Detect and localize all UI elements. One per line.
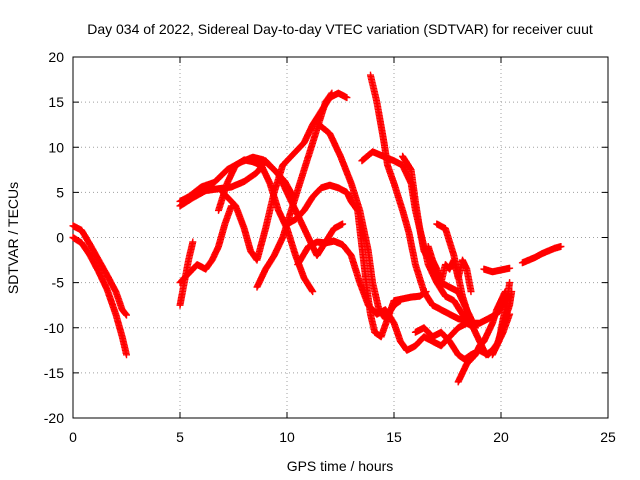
series-arc2 <box>69 234 130 359</box>
series-arc5 <box>176 238 197 309</box>
series-arc22 <box>518 243 565 267</box>
y-tick-label: 0 <box>56 230 64 246</box>
x-tick-label: 0 <box>69 429 77 445</box>
chart-title: Day 034 of 2022, Sidereal Day-to-day VTE… <box>87 21 593 37</box>
grid-lines <box>73 57 608 418</box>
y-axis-ticks: 20 15 10 5 0 -5 -10 -15 -20 <box>44 49 608 426</box>
x-tick-label: 5 <box>176 429 184 445</box>
y-tick-label: -10 <box>44 320 64 336</box>
series-arc19 <box>454 288 509 386</box>
data-point-marker <box>123 351 130 359</box>
y-tick-label: 15 <box>48 94 64 110</box>
y-axis-label: SDTVAR / TECUs <box>5 182 21 294</box>
series-arc6 <box>176 202 235 287</box>
series-arc20 <box>480 264 514 276</box>
y-tick-label: 10 <box>48 139 64 155</box>
data-point-marker <box>506 264 514 272</box>
x-tick-label: 15 <box>386 429 402 445</box>
x-axis-ticks: 0 5 10 15 20 25 <box>69 57 616 445</box>
x-axis-label: GPS time / hours <box>287 458 394 474</box>
data-point-marker <box>189 238 197 246</box>
series-arc10 <box>283 181 430 341</box>
data-point-marker <box>508 288 516 296</box>
y-tick-label: -20 <box>44 410 64 426</box>
data-point-marker <box>557 243 565 250</box>
series-arc9 <box>253 89 336 291</box>
series-arc11 <box>315 121 404 323</box>
series-arc21 <box>488 288 516 359</box>
y-tick-label: 20 <box>48 49 64 65</box>
data-point-marker <box>506 279 514 287</box>
y-tick-label: -15 <box>44 365 64 381</box>
series-arc13 <box>367 71 471 324</box>
data-points <box>69 71 565 386</box>
x-tick-label: 10 <box>279 429 295 445</box>
data-point-marker <box>328 89 336 97</box>
data-point-marker <box>339 220 347 228</box>
data-point-marker <box>467 288 475 296</box>
data-point-marker <box>501 288 509 296</box>
y-tick-label: -5 <box>52 275 65 291</box>
data-point-marker <box>343 94 351 102</box>
x-tick-label: 20 <box>493 429 509 445</box>
data-point-marker <box>309 288 317 296</box>
data-point-marker <box>123 311 130 319</box>
y-tick-label: 5 <box>56 184 64 200</box>
x-tick-label: 25 <box>600 429 616 445</box>
data-point-marker <box>396 297 404 305</box>
series-arc1 <box>69 222 130 319</box>
